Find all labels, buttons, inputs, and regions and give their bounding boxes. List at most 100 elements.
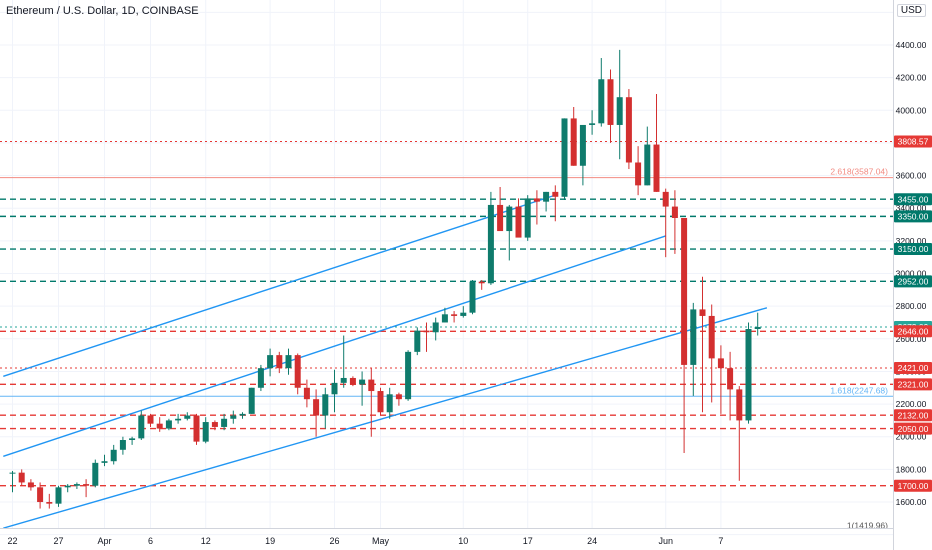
price-level-badge-label: 3808.57 [898, 137, 929, 147]
x-tick-label: 7 [718, 536, 723, 546]
candle-body [110, 449, 117, 462]
fib-level-label: 1(1419.96) [847, 520, 888, 530]
candle-up [340, 335, 347, 388]
candle-body [156, 423, 163, 429]
candle-body [18, 472, 25, 483]
candle-body [423, 330, 430, 333]
candle-up [359, 371, 366, 406]
candle-up [598, 58, 605, 127]
candle-body [55, 487, 62, 504]
price-level-badge-bg [894, 325, 932, 338]
candle-up [138, 410, 145, 440]
price-level-badge-label: 3455.00 [898, 194, 929, 204]
x-tick-label: May [372, 536, 390, 546]
candle-down [607, 69, 614, 143]
candle-down [349, 376, 356, 387]
candle-down [699, 276, 706, 413]
candle-down [533, 190, 540, 225]
candle-down [377, 387, 384, 416]
candle-body [331, 382, 338, 395]
candle-body [635, 162, 642, 186]
candle-down [635, 146, 642, 196]
x-tick-label: 22 [7, 536, 17, 546]
candle-down [478, 280, 485, 290]
price-level-badge-label: 2421.00 [898, 363, 929, 373]
y-tick-label: 4000.00 [896, 105, 927, 115]
candle-down [515, 198, 522, 238]
candle-body [46, 502, 53, 504]
candle-up [524, 195, 531, 241]
candle-body [368, 379, 375, 392]
price-level-badge-label: 2132.00 [898, 410, 929, 420]
candle-down [671, 190, 678, 254]
price-level-badge-label: 1700.00 [898, 481, 929, 491]
candle-body [745, 329, 752, 421]
price-level-badge: 2952.00 [894, 275, 932, 288]
candle-body [92, 462, 99, 486]
candle-down [46, 493, 53, 509]
price-level-badge: 3808.57 [894, 135, 932, 148]
candle-body [239, 413, 246, 416]
candle-body [515, 206, 522, 238]
candle-body [644, 144, 651, 186]
candle-body [359, 379, 366, 385]
candle-up [579, 124, 586, 186]
candle-body [377, 391, 384, 413]
candle-up [184, 412, 191, 421]
candle-down [625, 89, 632, 170]
candle-up [469, 280, 476, 315]
candle-down [681, 218, 688, 454]
price-level-badge-bg [894, 479, 932, 492]
candle-body [9, 472, 16, 474]
x-tick-label: Jun [658, 536, 673, 546]
candle-body [27, 482, 34, 488]
candle-up [460, 306, 467, 318]
fib-level-label: 2.618(3587.04) [830, 167, 888, 177]
candle-up [589, 110, 596, 135]
y-tick-label: 3000.00 [896, 269, 927, 279]
candle-body [561, 118, 568, 197]
price-level-badge-bg [894, 422, 932, 435]
x-tick-label: 10 [458, 536, 468, 546]
candle-body [524, 198, 531, 238]
x-tick-label: 26 [329, 536, 339, 546]
candle-body [230, 415, 237, 419]
candle-down [395, 392, 402, 406]
candle-up [386, 387, 393, 419]
candle-body [276, 355, 283, 369]
candle-up [561, 118, 568, 201]
currency-label[interactable]: USD [896, 4, 926, 17]
candle-body [211, 422, 218, 427]
candle-body [441, 314, 448, 323]
price-level-badge-bg [894, 210, 932, 223]
candle-body [414, 330, 421, 352]
price-level-badge-bg [894, 135, 932, 148]
candle-body [193, 415, 200, 442]
price-level-badge-label: 2050.00 [898, 424, 929, 434]
candle-up [405, 350, 412, 401]
candle-up [221, 413, 228, 431]
candle-body [543, 191, 550, 202]
y-tick-label: 2000.00 [896, 432, 927, 442]
candle-down [18, 469, 25, 486]
candle-down [368, 368, 375, 437]
candle-up [487, 191, 494, 285]
price-level-badge: 2646.00 [894, 325, 932, 338]
candle-down [147, 413, 154, 427]
candle-up [165, 418, 172, 431]
candle-body [469, 281, 476, 313]
y-tick-label: 4400.00 [896, 40, 927, 50]
candle-body [460, 312, 467, 316]
candle-down [156, 417, 163, 432]
candle-body [184, 415, 191, 419]
candle-up [644, 126, 651, 186]
candle-body [671, 206, 678, 218]
candle-body [478, 281, 485, 284]
candle-body [147, 415, 154, 424]
candle-down [662, 188, 669, 258]
candle-body [451, 314, 458, 316]
x-tick-label: 17 [523, 536, 533, 546]
x-tick-label: 12 [201, 536, 211, 546]
candle-up [101, 454, 108, 467]
